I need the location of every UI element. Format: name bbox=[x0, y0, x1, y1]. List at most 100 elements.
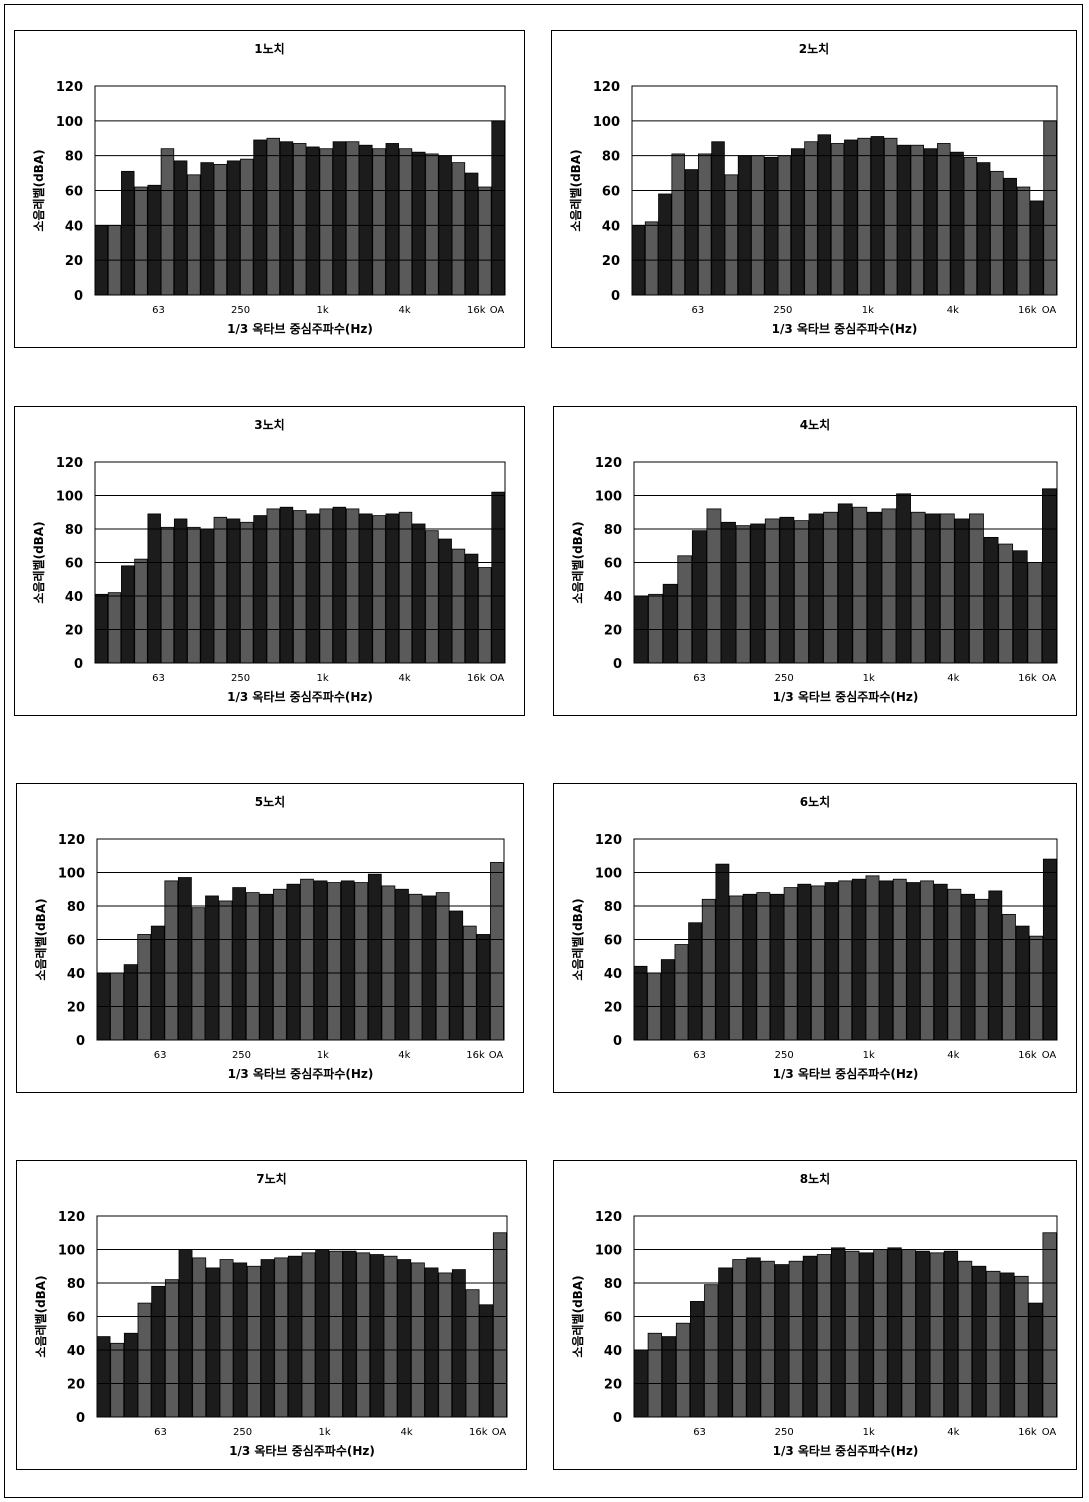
y-tick-label: 100 bbox=[595, 1244, 622, 1259]
chart-title: 5노치 bbox=[255, 794, 285, 809]
bar bbox=[286, 883, 301, 1041]
bar bbox=[385, 513, 400, 664]
plot-area bbox=[96, 1215, 508, 1418]
bar bbox=[910, 511, 926, 664]
chart-svg-7: 7노치 0 20 40 60 80 100 120 63 250 1k 4k 16k OA 1/3 옥타브 … bbox=[33, 1171, 508, 1458]
bar bbox=[279, 506, 294, 664]
bar bbox=[266, 508, 280, 664]
x-tick-label: 4k bbox=[398, 1050, 410, 1061]
bar bbox=[1042, 488, 1057, 664]
y-tick-label: 60 bbox=[65, 557, 83, 572]
bar bbox=[677, 555, 693, 664]
y-tick-label: 80 bbox=[604, 900, 622, 915]
bar bbox=[851, 878, 866, 1041]
bar bbox=[137, 934, 152, 1041]
y-tick-label: 80 bbox=[65, 150, 83, 165]
bar bbox=[451, 162, 466, 296]
y-tick-label: 120 bbox=[58, 1210, 85, 1225]
bar bbox=[790, 148, 805, 296]
bar bbox=[478, 186, 492, 296]
bar bbox=[910, 144, 924, 296]
bar bbox=[424, 1267, 439, 1418]
bar bbox=[823, 511, 839, 664]
bar bbox=[1043, 120, 1057, 296]
y-tick-label: 120 bbox=[595, 456, 622, 471]
y-tick-label: 40 bbox=[65, 590, 83, 605]
x-tick-label: 250 bbox=[775, 1050, 794, 1061]
y-tick-label: 100 bbox=[593, 115, 620, 130]
bar bbox=[838, 880, 853, 1041]
y-tick-label: 120 bbox=[58, 833, 85, 848]
x-tick-label: 63 bbox=[154, 1050, 167, 1061]
bar bbox=[173, 160, 188, 296]
bar bbox=[852, 506, 868, 664]
y-tick-label: 20 bbox=[67, 1001, 85, 1016]
bar bbox=[896, 493, 911, 664]
y-axis-label: 소음레벨(dBA) bbox=[570, 898, 585, 980]
x-tick-label: 250 bbox=[231, 673, 250, 684]
x-tick-label: 16k bbox=[1018, 673, 1037, 684]
x-tick-label: 4k bbox=[947, 673, 959, 684]
y-tick-label: 20 bbox=[65, 254, 83, 269]
bar bbox=[844, 139, 858, 296]
x-tick-label: 16k bbox=[1018, 1427, 1037, 1438]
bar bbox=[870, 136, 885, 296]
bar bbox=[998, 543, 1014, 664]
bar bbox=[901, 1249, 916, 1418]
y-tick-label: 80 bbox=[67, 900, 85, 915]
x-tick-label: OA bbox=[490, 305, 505, 316]
plot-area bbox=[633, 461, 1058, 664]
chart-svg-5: 5노치 0 20 40 60 80 100 120 63 250 1k 4k 16k OA 1/3 옥타브 … bbox=[33, 794, 505, 1081]
bar bbox=[788, 1260, 804, 1418]
bar bbox=[1012, 550, 1028, 664]
chart-panel-3: 3노치 0 20 40 60 80 100 120 63 250 1k 4k 16k OA 1/3 옥타브 … bbox=[14, 406, 525, 716]
x-tick-label: 1k bbox=[316, 305, 328, 316]
bar bbox=[718, 1267, 733, 1418]
chart-svg-3: 3노치 0 20 40 60 80 100 120 63 250 1k 4k 16k OA 1/3 옥타브 … bbox=[31, 417, 506, 704]
y-tick-label: 0 bbox=[76, 1411, 85, 1426]
bar bbox=[976, 162, 991, 296]
x-axis-label: 1/3 옥타브 중심주파수(Hz) bbox=[773, 1443, 919, 1458]
bar bbox=[990, 170, 1004, 296]
bar bbox=[859, 1252, 874, 1418]
bar bbox=[121, 565, 135, 664]
bar bbox=[691, 530, 707, 664]
x-tick-label: OA bbox=[490, 673, 505, 684]
bar bbox=[671, 153, 685, 296]
bar bbox=[866, 511, 882, 664]
bar bbox=[398, 511, 413, 664]
bar bbox=[920, 880, 934, 1041]
bar bbox=[1015, 925, 1030, 1041]
y-axis-label: 소음레벨(dBA) bbox=[33, 1275, 48, 1357]
bar bbox=[301, 1252, 316, 1418]
y-tick-label: 60 bbox=[604, 1311, 622, 1326]
x-tick-label: OA bbox=[1042, 1427, 1057, 1438]
bar bbox=[372, 515, 386, 664]
bar bbox=[1014, 1275, 1029, 1418]
x-tick-label: OA bbox=[1042, 1050, 1057, 1061]
y-tick-label: 120 bbox=[56, 456, 83, 471]
bar bbox=[929, 1252, 945, 1418]
bar bbox=[369, 1254, 384, 1418]
bar bbox=[947, 888, 962, 1041]
chart-title: 2노치 bbox=[799, 41, 829, 56]
bar bbox=[274, 1257, 289, 1418]
y-tick-label: 60 bbox=[604, 934, 622, 949]
chart-svg-1: 1노치 0 20 40 60 80 100 120 63 250 1k 4k 16k OA 1/3 옥타브 … bbox=[31, 41, 506, 336]
bar bbox=[915, 1250, 930, 1418]
y-tick-label: 0 bbox=[613, 1034, 622, 1049]
x-axis-label: 1/3 옥타브 중심주파수(Hz) bbox=[227, 689, 373, 704]
bar bbox=[134, 558, 148, 664]
bar bbox=[121, 170, 135, 296]
bar bbox=[943, 1250, 959, 1418]
bar bbox=[107, 592, 122, 664]
bar bbox=[674, 944, 689, 1041]
bar bbox=[491, 120, 505, 296]
bar bbox=[701, 898, 716, 1041]
x-tick-label: 1k bbox=[863, 1427, 875, 1438]
y-tick-label: 120 bbox=[56, 80, 83, 95]
bar bbox=[313, 880, 328, 1041]
bar bbox=[704, 1284, 719, 1418]
y-tick-label: 100 bbox=[595, 490, 622, 505]
y-tick-label: 0 bbox=[74, 657, 83, 672]
